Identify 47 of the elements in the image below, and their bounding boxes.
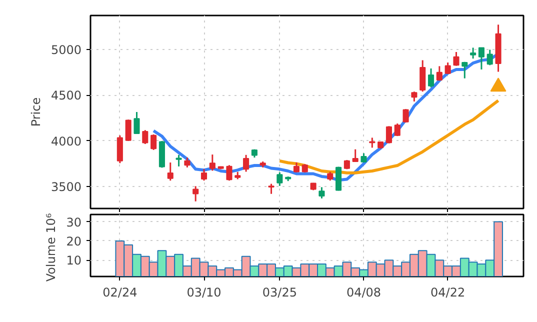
candlestick <box>176 154 182 168</box>
candlestick <box>369 136 376 148</box>
candlestick <box>420 59 426 92</box>
candlestick <box>486 48 493 66</box>
y-tick-label: 20 <box>66 234 82 248</box>
candlestick <box>386 125 392 144</box>
y-tick-label: 30 <box>66 215 82 230</box>
x-tick-label: 04/08 <box>346 286 382 300</box>
candlestick <box>184 156 190 168</box>
x-tick-label: 02/24 <box>102 286 138 300</box>
y-axis-title: Volume 10⁶ <box>44 212 58 282</box>
candlestick <box>226 164 232 182</box>
candlestick <box>293 162 300 174</box>
candlestick <box>318 186 325 200</box>
candlestick <box>428 68 434 88</box>
candlestick <box>453 51 460 67</box>
candlestick <box>209 154 216 172</box>
candlestick <box>462 61 468 80</box>
x-tick-label: 03/10 <box>186 286 222 300</box>
candlestick <box>402 108 409 124</box>
y-tick-label: 10 <box>66 254 82 268</box>
y-tick-label: 3500 <box>50 180 82 194</box>
candlestick <box>394 122 400 137</box>
candlestick <box>192 185 199 202</box>
candlestick <box>167 162 174 182</box>
candlestick <box>116 134 123 164</box>
candlestick <box>470 46 476 60</box>
y-tick-label: 4000 <box>50 134 82 148</box>
candlestick <box>411 90 418 102</box>
candlestick <box>268 183 274 195</box>
y-tick-label: 4500 <box>50 88 82 103</box>
candlestick <box>276 172 283 187</box>
y-tick-label: 5000 <box>50 42 82 57</box>
x-tick-label: 04/22 <box>430 286 466 300</box>
candlestick <box>360 152 367 164</box>
candlestick <box>436 65 442 82</box>
candlestick <box>134 111 140 134</box>
line-series <box>278 99 500 174</box>
candlestick <box>478 46 484 70</box>
candlestick <box>200 168 208 182</box>
y-axis-title: Price <box>28 97 43 127</box>
candlestick <box>243 154 250 172</box>
candlestick <box>142 129 148 145</box>
candlestick <box>125 118 132 142</box>
candlestick <box>352 148 358 163</box>
candlestick <box>150 134 157 151</box>
x-tick-label: 03/25 <box>262 286 297 300</box>
